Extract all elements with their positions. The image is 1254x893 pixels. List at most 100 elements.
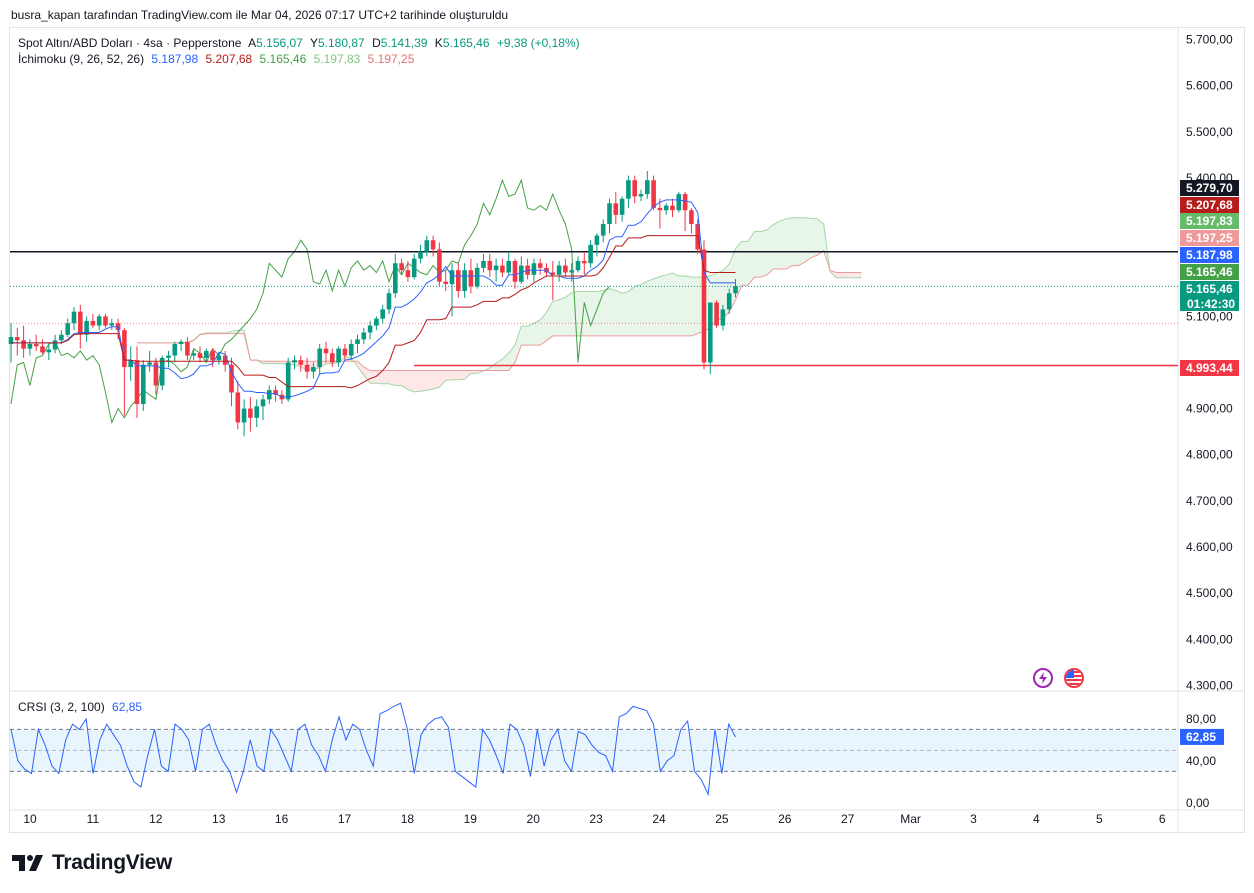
price-tick-label: 5.100,00 bbox=[1186, 309, 1233, 323]
candle-body bbox=[645, 180, 650, 195]
candle-body bbox=[449, 270, 455, 285]
ichimoku-cloud-segment bbox=[263, 361, 270, 364]
time-tick-label: 10 bbox=[23, 812, 37, 826]
ichimoku-cloud-segment bbox=[414, 370, 421, 392]
ichimoku-cloud-segment bbox=[811, 218, 818, 258]
candle-body bbox=[285, 362, 291, 400]
candle-body bbox=[657, 207, 663, 211]
price-tag-label: 5.279,70 bbox=[1186, 181, 1233, 195]
candle-body bbox=[531, 263, 537, 275]
ichimoku-cloud-segment bbox=[420, 370, 427, 392]
candle-body bbox=[424, 240, 430, 252]
ichimoku-cloud-segment bbox=[672, 273, 679, 336]
ichimoku-label[interactable]: İchimoku (9, 26, 52, 26) bbox=[18, 52, 145, 66]
candle-body bbox=[619, 198, 625, 215]
chart-frame bbox=[9, 27, 1245, 833]
price-tag bbox=[1180, 180, 1239, 196]
candle-body bbox=[90, 320, 96, 326]
candle-body bbox=[393, 263, 398, 294]
time-tick-label: 13 bbox=[212, 812, 226, 826]
price-tag-label: 5.197,83 bbox=[1186, 214, 1233, 228]
time-tick-label: 27 bbox=[841, 812, 855, 826]
candle-body bbox=[197, 353, 203, 358]
time-tick-label: 24 bbox=[652, 812, 666, 826]
crsi-tick-label: 80,00 bbox=[1186, 712, 1216, 726]
price-tick-label: 4.500,00 bbox=[1186, 586, 1233, 600]
open-value: A5.156,07 bbox=[248, 36, 303, 50]
candle-body bbox=[178, 341, 184, 345]
candle-body bbox=[33, 344, 39, 347]
ichimoku-cloud-segment bbox=[804, 217, 812, 263]
candle-body bbox=[273, 390, 278, 395]
candle-body bbox=[670, 205, 675, 211]
candle-body bbox=[46, 349, 52, 353]
lightning-icon[interactable] bbox=[1033, 668, 1053, 688]
crsi-value-tag-label: 62,85 bbox=[1186, 730, 1216, 744]
candle-body bbox=[128, 360, 133, 368]
candle-body bbox=[27, 344, 33, 349]
price-tag bbox=[1180, 213, 1239, 229]
ichimoku-tenkan-value: 5.187,98 bbox=[151, 52, 199, 66]
candle-body bbox=[550, 272, 556, 275]
price-tick-label: 5.500,00 bbox=[1186, 125, 1233, 139]
ichimoku-cloud-segment bbox=[578, 291, 585, 336]
candle-body bbox=[235, 392, 241, 423]
price-tag bbox=[1180, 197, 1239, 213]
candle-body bbox=[701, 249, 707, 363]
candle-body bbox=[500, 265, 505, 273]
price-tick-label: 4.900,00 bbox=[1186, 402, 1233, 416]
ichimoku-cloud-segment bbox=[785, 217, 793, 270]
ichimoku-cloud-segment bbox=[552, 299, 560, 336]
crsi-tick-label: 0,00 bbox=[1186, 796, 1210, 810]
candle-body bbox=[405, 270, 411, 278]
us-flag-icon[interactable] bbox=[1064, 668, 1084, 688]
crsi-label[interactable]: CRSI (3, 2, 100) bbox=[18, 700, 105, 714]
price-tick-label: 4.700,00 bbox=[1186, 494, 1233, 508]
candle-body bbox=[109, 323, 115, 326]
candle-body bbox=[40, 346, 45, 353]
crsi-value: 62,85 bbox=[112, 700, 143, 714]
time-tick-label: 18 bbox=[401, 812, 415, 826]
candle-body bbox=[556, 265, 562, 275]
senkou-span-b-line bbox=[137, 249, 862, 372]
candle-body bbox=[575, 260, 581, 271]
candle-body bbox=[65, 323, 70, 335]
close-value: K5.165,46 bbox=[434, 36, 490, 50]
candle-body bbox=[708, 302, 713, 363]
candle-body bbox=[216, 355, 222, 361]
candle-body bbox=[638, 194, 644, 197]
ichimoku-cloud-segment bbox=[439, 370, 446, 388]
candle-body bbox=[317, 348, 322, 368]
ichimoku-cloud-segment bbox=[848, 272, 856, 278]
candle-body bbox=[84, 320, 89, 335]
ichimoku-cloud-segment bbox=[622, 291, 629, 336]
time-tick-label: 4 bbox=[1033, 812, 1040, 826]
ichimoku-cloud-segment bbox=[603, 288, 610, 336]
candle-body bbox=[487, 260, 493, 271]
ichimoku-cloud-segment bbox=[767, 224, 774, 275]
candle-body bbox=[323, 348, 329, 354]
crsi-tick-label: 40,00 bbox=[1186, 754, 1216, 768]
ichimoku-cloud-segment bbox=[275, 361, 282, 364]
candle-body bbox=[380, 309, 385, 319]
ichimoku-cloud-segment bbox=[836, 272, 843, 278]
candle-body bbox=[185, 341, 190, 356]
candle-body bbox=[594, 235, 600, 245]
time-tick-label: 23 bbox=[589, 812, 603, 826]
candle-body bbox=[367, 325, 373, 333]
time-tick-label: 17 bbox=[338, 812, 352, 826]
candle-body bbox=[15, 337, 20, 341]
ichimoku-cloud-segment bbox=[527, 323, 534, 346]
candle-body bbox=[418, 251, 423, 259]
candle-body bbox=[588, 244, 593, 264]
time-tick-label: 3 bbox=[970, 812, 977, 826]
symbol-label[interactable]: Spot Altın/ABD Doları · 4sa · Pepperston… bbox=[18, 36, 242, 50]
ichimoku-cloud-segment bbox=[407, 370, 415, 392]
countdown-label: 01:42:30 bbox=[1187, 297, 1235, 311]
ichimoku-cloud-segment bbox=[760, 229, 767, 278]
candle-body bbox=[733, 286, 738, 294]
countdown-tag bbox=[1180, 297, 1239, 311]
candle-body bbox=[71, 311, 77, 324]
tradingview-logo[interactable]: TradingView bbox=[12, 851, 172, 875]
